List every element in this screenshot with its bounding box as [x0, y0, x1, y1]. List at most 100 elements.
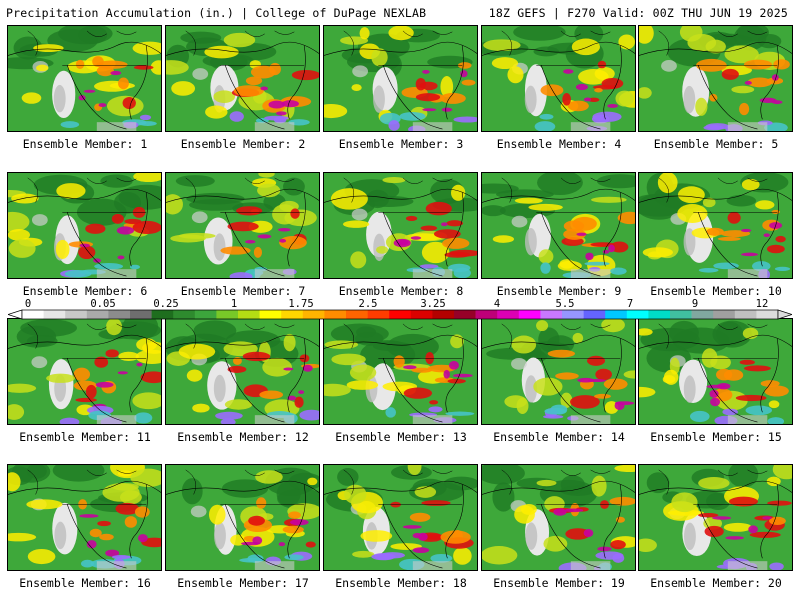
colorbar-swatch — [648, 310, 671, 319]
colorbar-swatch — [626, 310, 649, 319]
ensemble-member-map — [323, 172, 478, 279]
colorbar-swatch — [583, 310, 606, 319]
colorbar-tick-label: 9 — [691, 298, 699, 310]
colorbar-swatch — [475, 310, 498, 319]
precip-map — [166, 173, 319, 278]
colorbar-swatch — [432, 310, 455, 319]
precip-map — [166, 465, 319, 570]
chart-title: Precipitation Accumulation (in.) | Colle… — [6, 6, 427, 20]
colorbar-swatch — [130, 310, 152, 319]
colorbar-swatch — [259, 310, 282, 319]
colorbar-tick-label: 1 — [230, 298, 238, 310]
precip-map — [482, 173, 635, 278]
colorbar-arrow-left — [6, 309, 23, 320]
ensemble-member-label: Ensemble Member: 14 — [493, 430, 625, 444]
precip-map — [482, 465, 635, 570]
ensemble-member-label: Ensemble Member: 18 — [335, 576, 467, 590]
colorbar-swatch — [302, 310, 325, 319]
ensemble-member-label: Ensemble Member: 10 — [650, 284, 782, 298]
colorbar-graphic — [6, 309, 794, 320]
precip-map — [482, 26, 635, 131]
ensemble-member-map — [638, 318, 793, 425]
colorbar-swatch — [605, 310, 628, 319]
ensemble-member-map — [481, 25, 636, 132]
ensemble-member-map — [165, 318, 320, 425]
precip-map — [639, 465, 792, 570]
colorbar-swatch — [65, 310, 88, 319]
ensemble-member-label: Ensemble Member: 19 — [493, 576, 625, 590]
ensemble-member-map — [165, 172, 320, 279]
ensemble-member-map — [7, 318, 162, 425]
colorbar-tick-label: 4 — [493, 298, 501, 310]
run-valid-time: 18Z GEFS | F270 Valid: 00Z THU JUN 19 20… — [488, 6, 788, 20]
ensemble-member-map — [7, 172, 162, 279]
precip-map — [639, 173, 792, 278]
precip-map — [324, 319, 477, 424]
precip-map — [8, 465, 161, 570]
colorbar-tick-label: 0.05 — [90, 298, 116, 310]
colorbar-tick-label: 5.5 — [555, 298, 575, 310]
colorbar-swatch — [43, 310, 66, 319]
precip-map — [8, 319, 161, 424]
colorbar-swatch — [173, 310, 196, 319]
colorbar-swatch — [756, 310, 779, 319]
precip-map — [324, 465, 477, 570]
ensemble-member-label: Ensemble Member: 4 — [496, 137, 622, 151]
ensemble-member-map — [481, 318, 636, 425]
colorbar-tick-label: 7 — [626, 298, 634, 310]
precip-map — [166, 319, 319, 424]
ensemble-member-label: Ensemble Member: 1 — [22, 137, 148, 151]
colorbar-swatch — [367, 310, 390, 319]
ensemble-member-map — [323, 464, 478, 571]
colorbar-swatch — [540, 310, 563, 319]
ensemble-member-map — [638, 172, 793, 279]
ensemble-member-map — [481, 464, 636, 571]
precip-map — [8, 26, 161, 131]
colorbar-swatch — [346, 310, 368, 319]
colorbar-tick-label: 3.25 — [420, 298, 446, 310]
ensemble-member-map — [323, 25, 478, 132]
precip-map — [639, 319, 792, 424]
precip-map — [324, 26, 477, 131]
colorbar-swatch — [22, 310, 44, 319]
precip-map — [166, 26, 319, 131]
ensemble-member-map — [165, 25, 320, 132]
colorbar-swatch — [324, 310, 347, 319]
ensemble-member-label: Ensemble Member: 12 — [177, 430, 309, 444]
colorbar-swatch — [691, 310, 714, 319]
colorbar-swatch — [670, 310, 692, 319]
colorbar-legend: 0 0.05 0.25 1 1.75 2.5 3.25 4 5.5 7 9 12 — [6, 298, 794, 324]
colorbar-swatch — [216, 310, 239, 319]
ensemble-member-map — [638, 464, 793, 571]
ensemble-member-label: Ensemble Member: 2 — [180, 137, 306, 151]
ensemble-member-label: Ensemble Member: 6 — [22, 284, 148, 298]
colorbar-swatch — [86, 310, 109, 319]
ensemble-member-label: Ensemble Member: 3 — [338, 137, 464, 151]
ensemble-member-label: Ensemble Member: 15 — [650, 430, 782, 444]
colorbar-tick-label: 12 — [755, 298, 769, 310]
colorbar-swatch — [389, 310, 412, 319]
colorbar-tick-label: 0.25 — [153, 298, 179, 310]
ensemble-member-label: Ensemble Member: 5 — [653, 137, 779, 151]
precip-map — [324, 173, 477, 278]
colorbar-swatch — [151, 310, 174, 319]
ensemble-member-map — [323, 318, 478, 425]
ensemble-member-map — [7, 464, 162, 571]
colorbar-swatch — [281, 310, 304, 319]
ensemble-member-label: Ensemble Member: 17 — [177, 576, 309, 590]
colorbar-tick-label: 1.75 — [288, 298, 314, 310]
colorbar-swatch — [410, 310, 433, 319]
ensemble-member-label: Ensemble Member: 16 — [19, 576, 151, 590]
colorbar-arrow-right — [777, 309, 794, 320]
ensemble-member-map — [481, 172, 636, 279]
colorbar-swatch — [454, 310, 476, 319]
colorbar-swatch — [497, 310, 520, 319]
colorbar-tick-label: 2.5 — [358, 298, 378, 310]
precip-map — [639, 26, 792, 131]
colorbar-swatch — [518, 310, 541, 319]
colorbar-swatch — [108, 310, 131, 319]
ensemble-member-label: Ensemble Member: 13 — [335, 430, 467, 444]
colorbar-tick-label: 0 — [24, 298, 32, 310]
precip-map — [482, 319, 635, 424]
ensemble-member-label: Ensemble Member: 7 — [180, 284, 306, 298]
